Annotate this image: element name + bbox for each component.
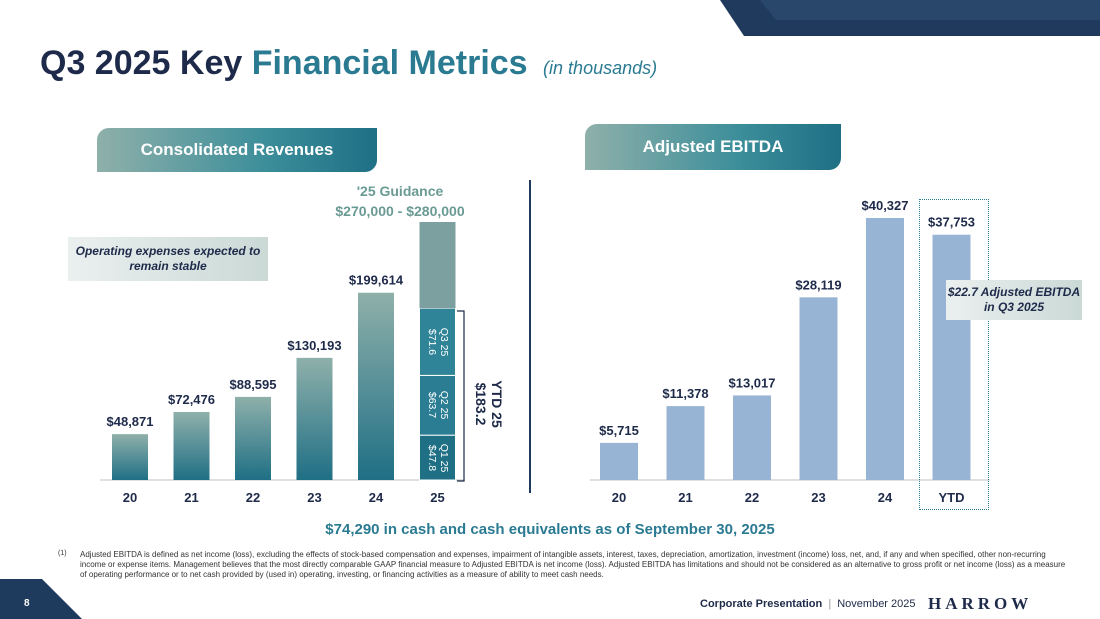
page-number-badge <box>0 579 82 619</box>
ebitda-value-label: $37,753 <box>928 215 975 230</box>
revenue-axis-label: 21 <box>184 490 198 505</box>
ebitda-value-label: $40,327 <box>862 200 909 213</box>
segment-quarter: Q1 25 <box>437 443 450 472</box>
ebitda-axis-label: 20 <box>612 490 626 505</box>
page-number: 8 <box>24 598 30 609</box>
ebitda-q3-note: $22.7 Adjusted EBITDA in Q3 2025 <box>946 280 1082 320</box>
ytd-total: YTD 25 $183.2 <box>473 359 505 449</box>
title-subtitle: (in thousands) <box>543 58 658 78</box>
segment-label-1: Q1 25 $47.8 <box>426 428 450 488</box>
revenue-bar-22 <box>235 396 271 480</box>
revenues-pill: Consolidated Revenues <box>97 128 377 172</box>
revenue-bar-24 <box>358 292 394 480</box>
revenue-axis-label: 20 <box>123 490 137 505</box>
revenue-segment-3 <box>419 307 456 376</box>
revenue-value-label: $130,193 <box>287 338 341 353</box>
revenue-guidance-bar <box>419 222 456 309</box>
ebitda-bar-22 <box>733 395 771 480</box>
segment-quarter: Q3 25 <box>437 327 450 357</box>
ebitda-axis-label: 24 <box>878 490 893 505</box>
revenue-axis-label: 24 <box>369 490 384 505</box>
ebitda-value-label: $5,715 <box>599 423 639 438</box>
segment-value: $63.7 <box>425 392 438 419</box>
title-part2: Financial Metrics <box>251 44 528 82</box>
ebitda-bar-YTD <box>932 234 971 480</box>
guidance-range: $270,000 - $280,000 <box>335 203 465 219</box>
revenue-bar-23 <box>296 357 333 480</box>
ebitda-pill: Adjusted EBITDA <box>585 124 841 170</box>
harrow-logo: HARROW <box>928 594 1033 613</box>
operating-expenses-note: Operating expenses expected to remain st… <box>68 237 268 281</box>
revenue-value-label: $199,614 <box>349 273 404 288</box>
revenue-axis-label: 23 <box>307 490 321 505</box>
revenue-value-label: $48,871 <box>107 414 154 429</box>
ebitda-bar-24 <box>866 218 904 480</box>
revenue-segment-1 <box>419 434 456 481</box>
footer-date: November 2025 <box>837 598 916 610</box>
ebitda-chart: $5,715 20 $11,378 21 $13,017 22 $28,119 23 $40,3… <box>590 200 990 505</box>
ebitda-axis-label: YTD <box>939 490 965 505</box>
segment-label-3: Q3 25 $71.6 <box>426 312 450 372</box>
ebitda-axis-label: 23 <box>811 490 825 505</box>
revenue-bar-21 <box>173 412 210 480</box>
revenue-value-label: $72,476 <box>168 392 215 407</box>
guidance-label: '25 Guidance <box>356 183 444 199</box>
footnote-marker: (1) <box>58 550 67 557</box>
ebitda-bar-21 <box>666 406 705 480</box>
revenue-value-label: $88,595 <box>230 377 277 392</box>
segment-quarter: Q2 25 <box>437 390 450 420</box>
ytd-label: YTD 25 <box>489 380 505 428</box>
ytd-value: $183.2 <box>473 382 489 426</box>
segment-value: $71.6 <box>425 328 438 355</box>
title-part1: Q3 2025 Key <box>40 44 243 82</box>
footnote-text: Adjusted EBITDA is defined as net income… <box>80 550 1066 579</box>
ebitda-axis-label: 22 <box>745 490 759 505</box>
revenue-axis-label: 22 <box>246 490 260 505</box>
page-title: Q3 2025 Key Financial Metrics (in thousa… <box>40 44 657 83</box>
header-decoration <box>720 0 1100 36</box>
cash-statement: $74,290 in cash and cash equivalents as … <box>325 521 775 538</box>
footer-separator: | <box>828 598 832 610</box>
ebitda-bar-23 <box>799 297 838 480</box>
revenues-chart: $48,871 20 $72,476 21 $88,595 22 $130,193 23 $19… <box>100 222 465 505</box>
revenue-bar-20 <box>112 434 148 480</box>
ebitda-bar-20 <box>600 442 638 480</box>
footer-presentation-label: Corporate Presentation <box>700 598 823 610</box>
segment-label-2: Q2 25 $63.7 <box>426 375 450 435</box>
guidance: '25 Guidance $270,000 - $280,000 <box>330 181 470 221</box>
ebitda-axis-label: 21 <box>678 490 692 505</box>
ebitda-value-label: $13,017 <box>729 375 776 390</box>
revenue-axis-label: 25 <box>430 490 444 505</box>
segment-value: $47.8 <box>425 444 438 471</box>
footer-presentation: Corporate Presentation | November 2025 <box>700 598 916 610</box>
ytd-highlight-box <box>919 199 989 510</box>
chart-divider <box>529 180 531 493</box>
ytd-bracket <box>457 310 465 482</box>
ebitda-value-label: $11,378 <box>662 386 708 401</box>
ebitda-value-label: $28,119 <box>795 277 841 292</box>
